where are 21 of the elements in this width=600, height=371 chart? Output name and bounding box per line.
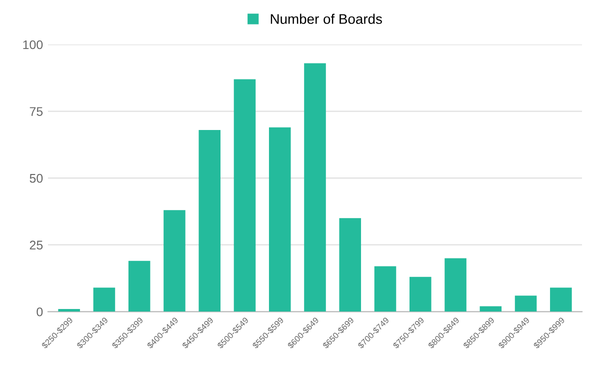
y-tick-label: 25: [30, 240, 43, 250]
bar: [164, 210, 186, 312]
y-tick-label: 75: [30, 107, 43, 116]
bar: [198, 130, 220, 312]
bar: [410, 276, 432, 312]
bar: [58, 308, 80, 312]
bar: [480, 306, 502, 312]
bar: [234, 79, 256, 312]
bar: [514, 296, 537, 312]
bar: [304, 63, 326, 312]
bar: [550, 288, 572, 312]
bar: [374, 266, 396, 312]
y-tick-label: 100: [23, 40, 43, 50]
y-tick-label: 50: [30, 174, 43, 183]
bar: [339, 218, 362, 312]
bar: [93, 288, 116, 312]
bar: [268, 127, 291, 312]
y-tick-label: 0: [36, 307, 43, 316]
bar: [444, 258, 466, 312]
bar: [128, 260, 150, 312]
legend-label: Number of Boards: [270, 14, 382, 24]
